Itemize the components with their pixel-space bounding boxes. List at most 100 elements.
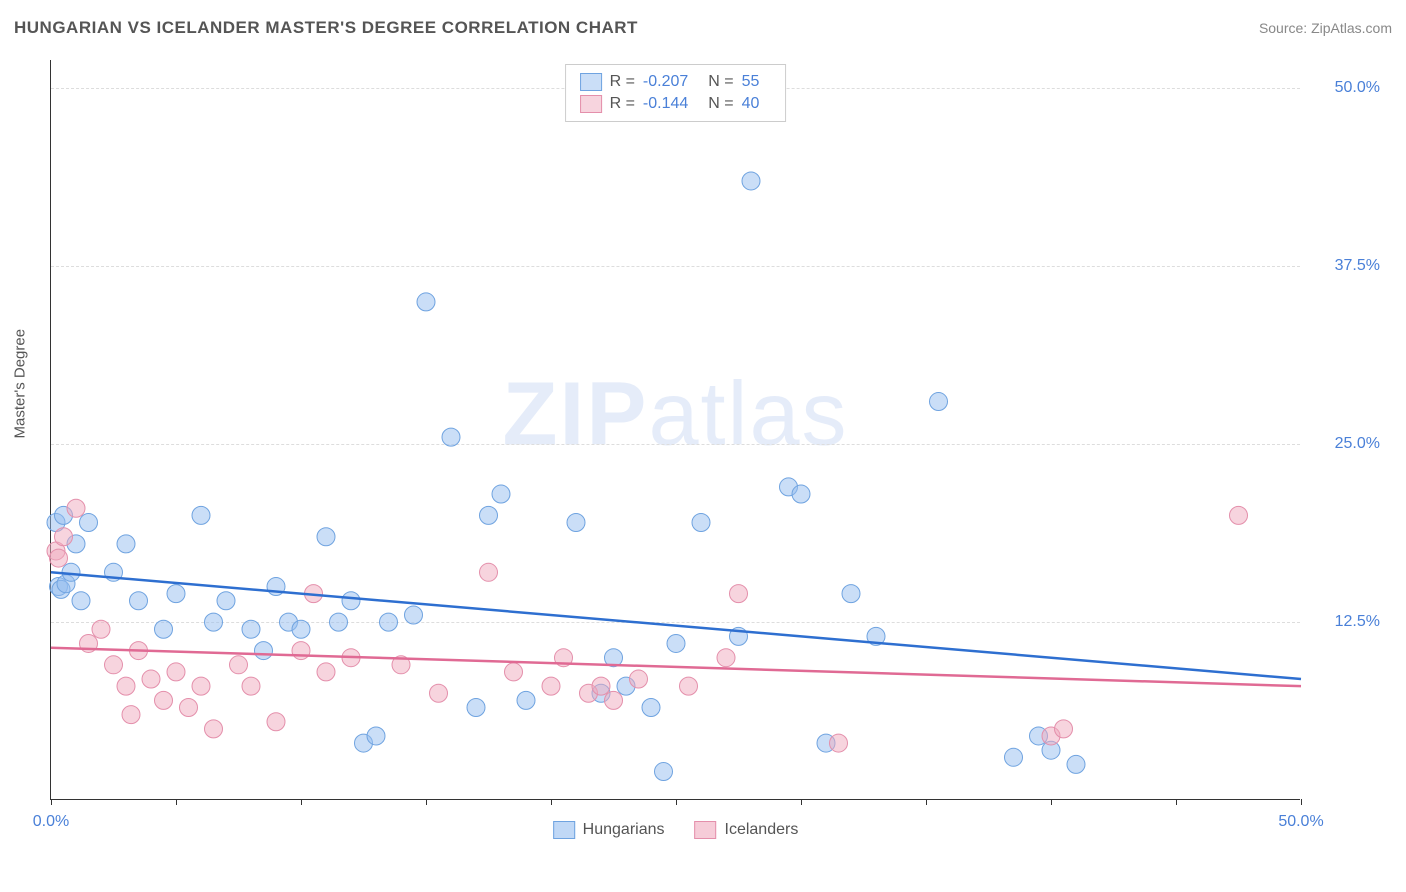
- scatter-point: [655, 763, 673, 781]
- source-label: Source: ZipAtlas.com: [1259, 20, 1392, 36]
- scatter-point: [842, 585, 860, 603]
- xtick: [801, 799, 802, 805]
- xtick: [1176, 799, 1177, 805]
- scatter-point: [1055, 720, 1073, 738]
- scatter-point: [542, 677, 560, 695]
- scatter-point: [930, 393, 948, 411]
- scatter-point: [1067, 755, 1085, 773]
- correlation-legend: R = -0.207 N = 55 R = -0.144 N = 40: [565, 64, 787, 122]
- scatter-point: [317, 663, 335, 681]
- scatter-point: [467, 699, 485, 717]
- scatter-point: [680, 677, 698, 695]
- n-value: 40: [742, 95, 760, 113]
- scatter-point: [72, 592, 90, 610]
- scatter-point: [92, 620, 110, 638]
- scatter-point: [155, 691, 173, 709]
- legend-series-label: Hungarians: [583, 821, 665, 839]
- scatter-point: [792, 485, 810, 503]
- scatter-point: [105, 656, 123, 674]
- scatter-point: [605, 691, 623, 709]
- scatter-point: [1005, 748, 1023, 766]
- y-axis-label: Master's Degree: [12, 329, 29, 439]
- n-label: N =: [708, 95, 733, 113]
- scatter-point: [167, 585, 185, 603]
- scatter-point: [417, 293, 435, 311]
- legend-swatch: [553, 821, 575, 839]
- scatter-point: [217, 592, 235, 610]
- scatter-point: [730, 585, 748, 603]
- ytick-label: 37.5%: [1310, 257, 1380, 275]
- scatter-point: [567, 514, 585, 532]
- scatter-svg: [51, 60, 1300, 799]
- legend-series-item: Icelanders: [695, 821, 799, 839]
- scatter-point: [117, 535, 135, 553]
- scatter-point: [330, 613, 348, 631]
- scatter-point: [380, 613, 398, 631]
- legend-swatch: [580, 73, 602, 91]
- ytick-label: 12.5%: [1310, 613, 1380, 631]
- scatter-point: [480, 563, 498, 581]
- xtick: [301, 799, 302, 805]
- scatter-point: [167, 663, 185, 681]
- scatter-point: [480, 506, 498, 524]
- scatter-point: [592, 677, 610, 695]
- scatter-point: [742, 172, 760, 190]
- scatter-point: [242, 620, 260, 638]
- scatter-point: [630, 670, 648, 688]
- legend-correlation-row: R = -0.144 N = 40: [580, 93, 772, 115]
- xtick: [926, 799, 927, 805]
- scatter-point: [122, 706, 140, 724]
- legend-series-label: Icelanders: [725, 821, 799, 839]
- legend-swatch: [580, 95, 602, 113]
- xtick: [1051, 799, 1052, 805]
- scatter-point: [192, 506, 210, 524]
- series-legend: Hungarians Icelanders: [553, 821, 799, 839]
- xtick: [51, 799, 52, 805]
- legend-series-item: Hungarians: [553, 821, 665, 839]
- scatter-point: [205, 720, 223, 738]
- scatter-point: [505, 663, 523, 681]
- chart-plot-area: ZIPatlas 12.5%25.0%37.5%50.0% R =-0.207N…: [50, 60, 1300, 800]
- xtick: [551, 799, 552, 805]
- scatter-point: [155, 620, 173, 638]
- scatter-point: [50, 549, 68, 567]
- ytick-label: 25.0%: [1310, 435, 1380, 453]
- scatter-point: [342, 592, 360, 610]
- legend-swatch: [695, 821, 717, 839]
- scatter-point: [317, 528, 335, 546]
- scatter-point: [430, 684, 448, 702]
- r-label: R =: [610, 95, 635, 113]
- scatter-point: [67, 499, 85, 517]
- scatter-point: [267, 713, 285, 731]
- scatter-point: [55, 528, 73, 546]
- scatter-point: [1230, 506, 1248, 524]
- scatter-point: [117, 677, 135, 695]
- scatter-point: [717, 649, 735, 667]
- scatter-point: [442, 428, 460, 446]
- scatter-point: [292, 620, 310, 638]
- scatter-point: [492, 485, 510, 503]
- xtick: [426, 799, 427, 805]
- xtick: [176, 799, 177, 805]
- r-value: -0.144: [643, 95, 688, 113]
- scatter-point: [292, 642, 310, 660]
- xtick: [676, 799, 677, 805]
- scatter-point: [667, 634, 685, 652]
- xtick: [1301, 799, 1302, 805]
- scatter-point: [517, 691, 535, 709]
- scatter-point: [367, 727, 385, 745]
- xtick-label: 0.0%: [33, 813, 69, 831]
- n-value: 55: [742, 73, 760, 91]
- legend-correlation-row: R =-0.207N =55: [580, 71, 772, 93]
- scatter-point: [642, 699, 660, 717]
- n-label: N =: [708, 73, 733, 91]
- scatter-point: [205, 613, 223, 631]
- ytick-label: 50.0%: [1310, 79, 1380, 97]
- chart-title: HUNGARIAN VS ICELANDER MASTER'S DEGREE C…: [14, 18, 638, 38]
- scatter-point: [255, 642, 273, 660]
- scatter-point: [242, 677, 260, 695]
- scatter-point: [830, 734, 848, 752]
- r-value: -0.207: [643, 73, 688, 91]
- scatter-point: [80, 514, 98, 532]
- scatter-point: [192, 677, 210, 695]
